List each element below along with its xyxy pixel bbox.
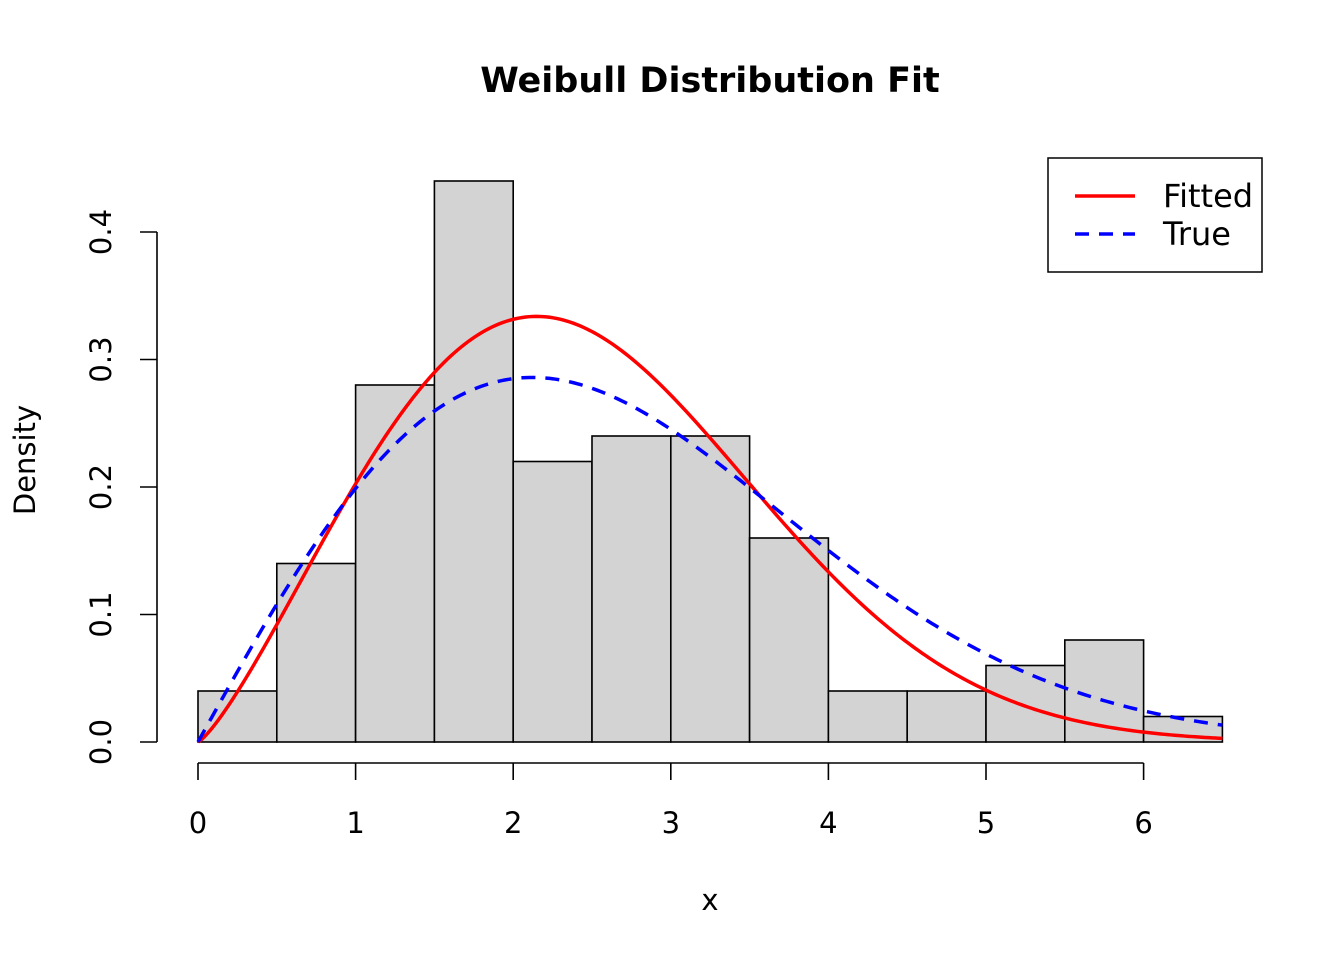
density-curve-true bbox=[196, 375, 1223, 743]
histogram-bar-2 bbox=[354, 384, 436, 743]
histogram-bar-9 bbox=[906, 690, 987, 743]
histogram-bar-6 bbox=[669, 435, 751, 743]
x-tick-label: 6 bbox=[1134, 806, 1152, 840]
y-tick-label: 0.1 bbox=[84, 591, 118, 637]
x-tick-label: 3 bbox=[662, 806, 680, 840]
x-tick-label: 5 bbox=[977, 806, 995, 840]
x-tick-label: 2 bbox=[504, 806, 522, 840]
histogram-bars bbox=[197, 180, 1224, 743]
histogram-bar-3 bbox=[433, 180, 514, 743]
chart-title: Weibull Distribution Fit bbox=[480, 61, 940, 101]
histogram-bar-7 bbox=[748, 537, 830, 743]
y-tick-label: 0.3 bbox=[84, 336, 118, 382]
histogram-bar-0 bbox=[197, 690, 278, 743]
legend-label-fitted: Fitted bbox=[1163, 177, 1253, 215]
x-axis: 0 1 2 3 4 5 6 bbox=[189, 762, 1153, 840]
density-curve-fitted bbox=[197, 314, 1223, 744]
y-axis: 0.0 0.1 0.2 0.3 0.4 bbox=[84, 209, 158, 765]
histogram-bar-4 bbox=[512, 460, 593, 743]
y-tick-label: 0.4 bbox=[84, 209, 118, 255]
x-axis-label: x bbox=[701, 883, 718, 917]
x-tick-label: 0 bbox=[189, 806, 207, 840]
x-tick-label: 1 bbox=[346, 806, 364, 840]
histogram-bar-5 bbox=[591, 435, 672, 743]
histogram-bar-10 bbox=[985, 664, 1066, 743]
x-tick-label: 4 bbox=[819, 806, 837, 840]
histogram-bar-1 bbox=[275, 562, 357, 743]
y-tick-label: 0.0 bbox=[84, 719, 118, 765]
y-tick-label: 0.2 bbox=[84, 464, 118, 510]
histogram-bar-8 bbox=[827, 690, 909, 743]
y-axis-label: Density bbox=[8, 405, 42, 515]
legend-label-true: True bbox=[1162, 215, 1231, 253]
legend: Fitted True bbox=[1047, 157, 1263, 273]
legend-box bbox=[1047, 157, 1263, 273]
density-curves bbox=[196, 314, 1223, 744]
